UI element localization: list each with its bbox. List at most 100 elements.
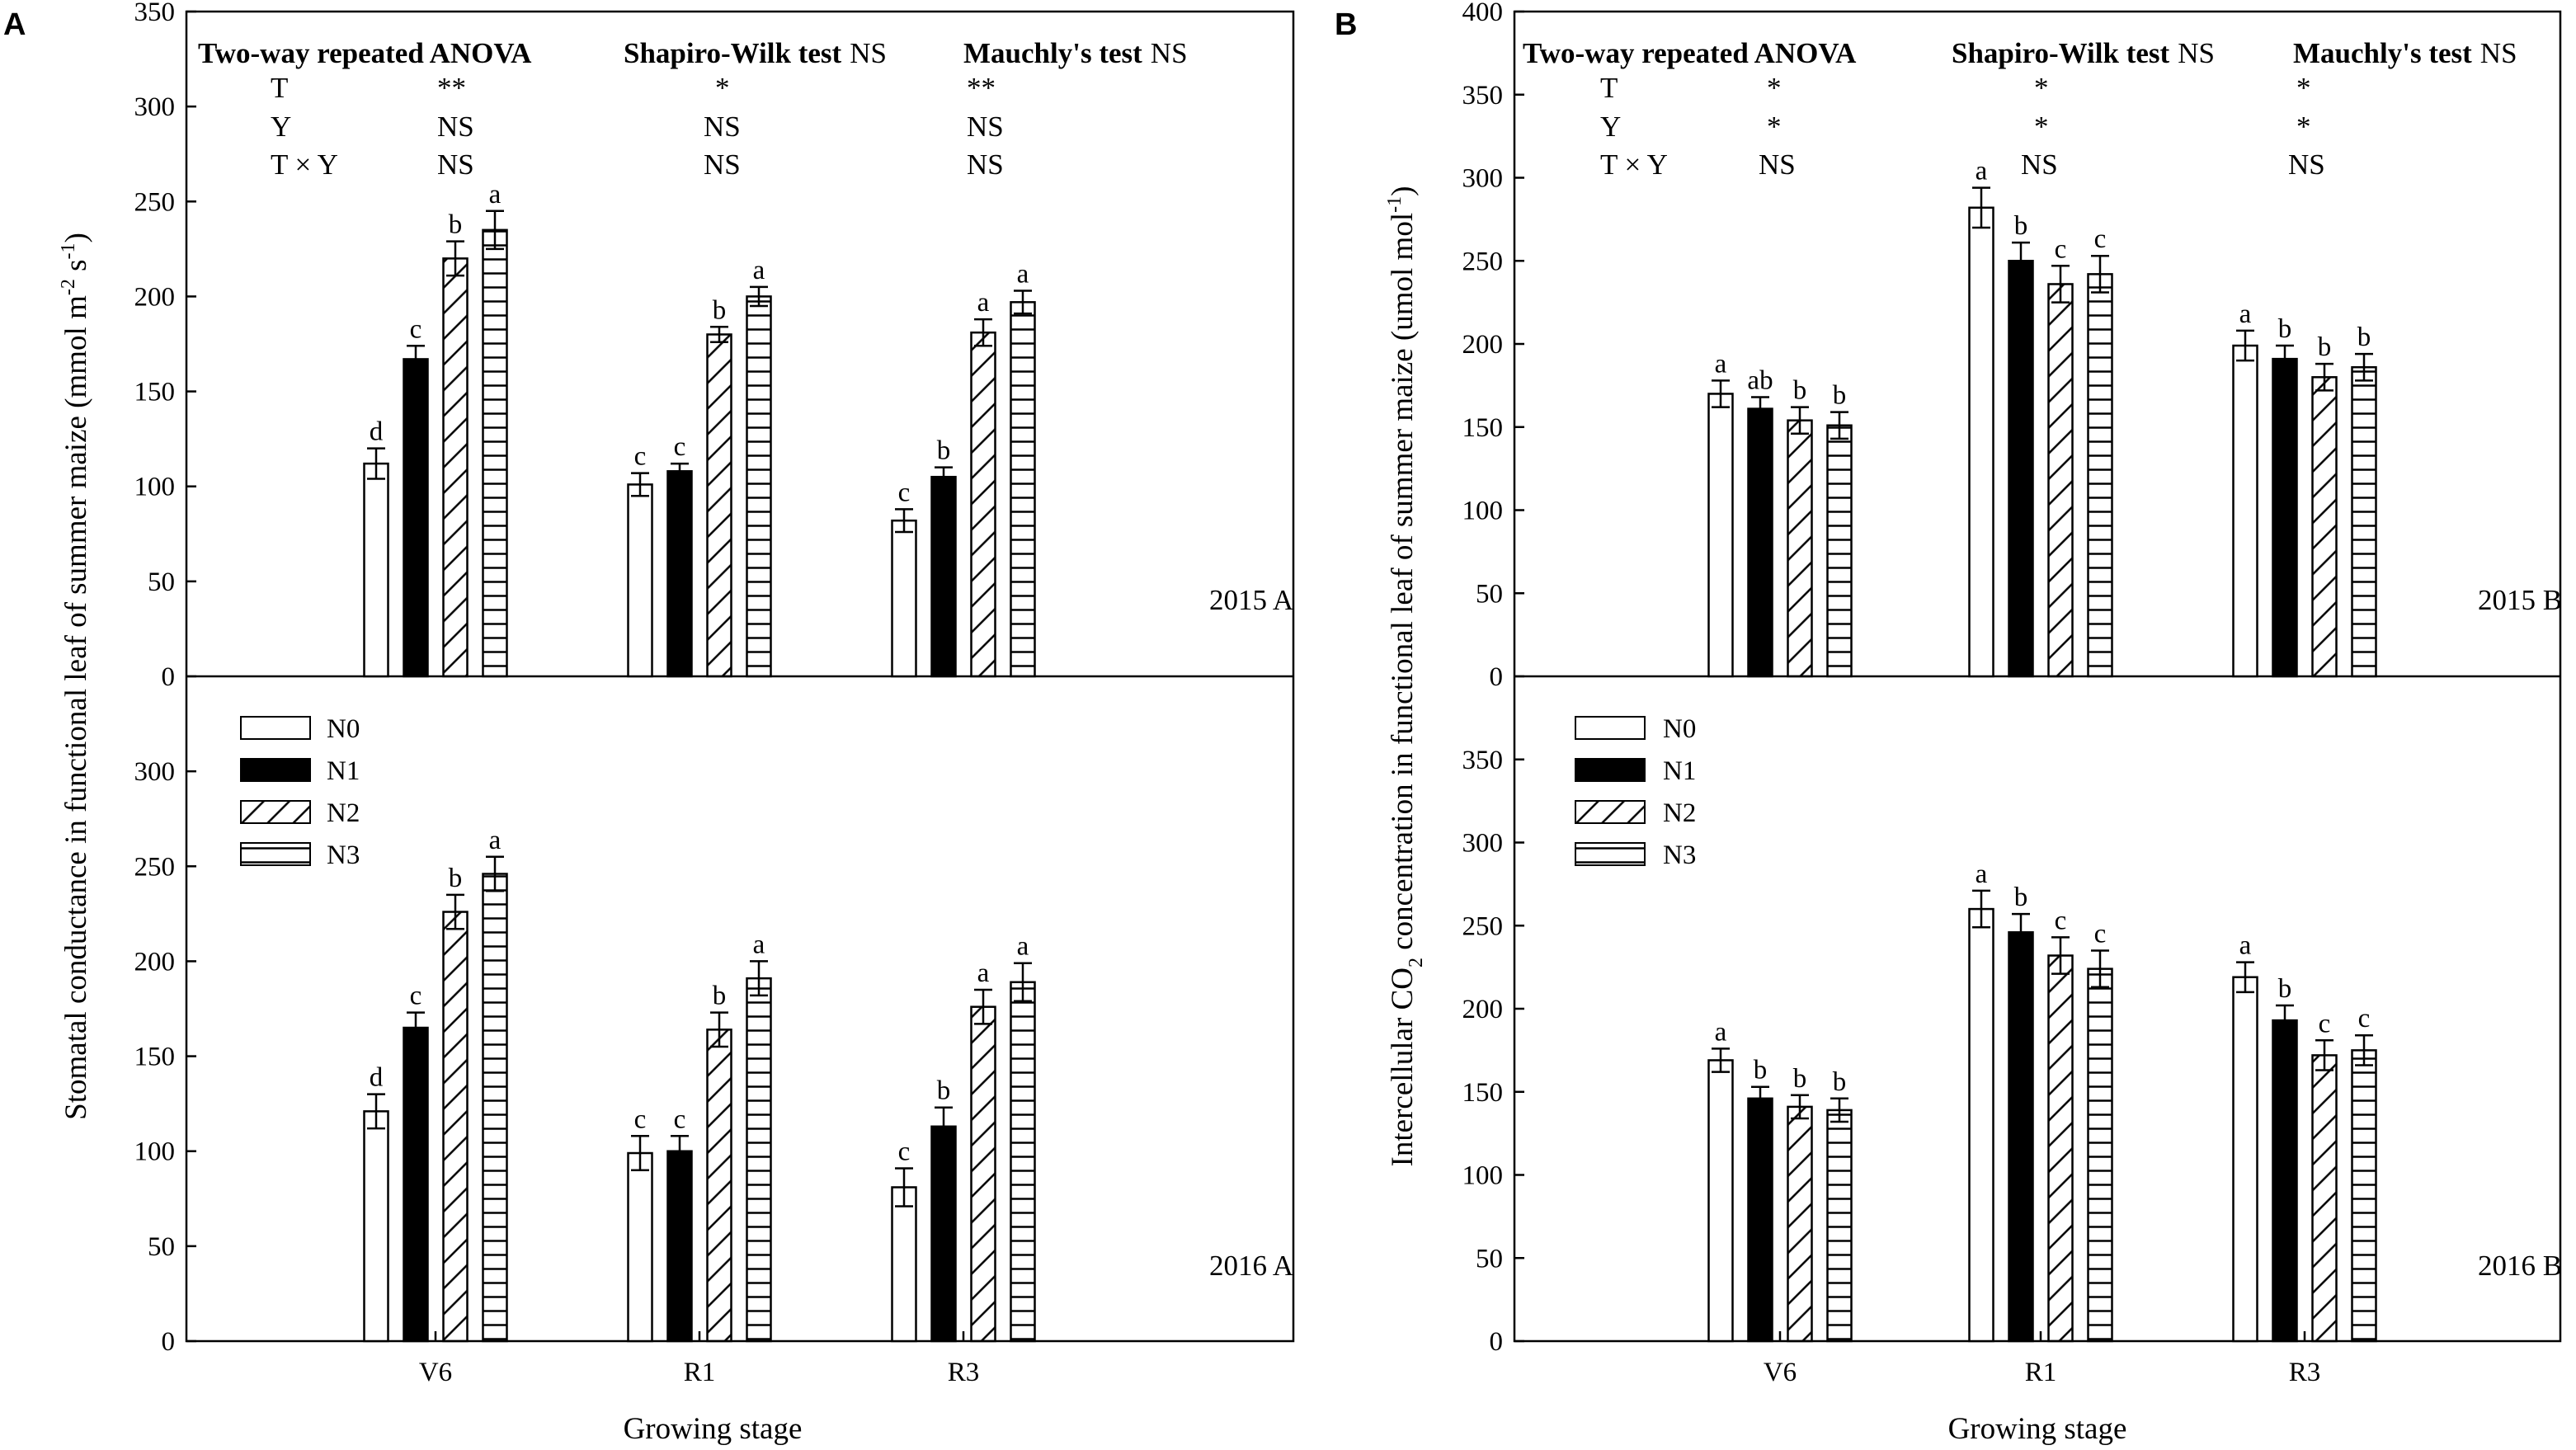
- significance-letter: c: [2055, 234, 2067, 264]
- bar-n3-r3: [1010, 981, 1036, 1343]
- legend-label-n0: N0: [1663, 714, 1696, 744]
- y-tick-label: 50: [1476, 579, 1503, 609]
- significance-letter: b: [937, 436, 951, 466]
- bar-n3-r1: [2087, 273, 2113, 678]
- year-label-2015-a: 2015 A: [1209, 584, 1294, 616]
- legend-swatch-n0: [1575, 716, 1646, 740]
- x-tick-label-r3: R3: [2289, 1358, 2321, 1387]
- y-tick-label: 250: [1462, 911, 1504, 941]
- year-label-2016-b: 2016 B: [2478, 1250, 2562, 1282]
- bar-n0-r1: [627, 1151, 653, 1343]
- legend-a: N0 N1 N2 N3: [240, 714, 360, 870]
- bar-n2-r1: [2047, 954, 2074, 1343]
- significance-letter: a: [2239, 931, 2252, 961]
- y-tick-label: 150: [134, 378, 176, 407]
- significance-letter: c: [898, 1137, 911, 1166]
- panel-a-axis: 0 50 100 150 200 250 300 350 0 50 100 150 200 250 300 V…: [134, 0, 980, 1387]
- legend-label-n3: N3: [327, 840, 360, 870]
- significance-letter: d: [370, 417, 384, 447]
- significance-letter: d: [370, 1063, 384, 1093]
- y-tick-label: 250: [134, 852, 176, 882]
- significance-letter: b: [2318, 332, 2332, 362]
- bar-n2-r3: [2311, 1054, 2338, 1343]
- legend-b: N0 N1 N2 N3: [1575, 714, 1696, 870]
- bar-n0-r3: [891, 519, 917, 678]
- x-axis-title-a: Growing stage: [624, 1412, 803, 1446]
- y-tick-label: 250: [1462, 247, 1504, 276]
- stats-term: T: [1600, 72, 1618, 104]
- significance-letter: b: [1754, 1056, 1768, 1085]
- bar-n3-r3: [1010, 301, 1036, 678]
- stats-anova-header: Two-way repeated ANOVA: [1523, 37, 1857, 69]
- stats-anova-value: NS: [437, 148, 474, 181]
- stats-mauchly-value: NS: [2288, 148, 2325, 181]
- stats-term: T: [271, 72, 288, 104]
- year-label-2015-b: 2015 B: [2478, 584, 2562, 616]
- bar-n3-v6: [482, 228, 508, 678]
- y-axis-title-b: Intercellular CO2 concentration in funct…: [1384, 186, 1427, 1167]
- significance-letter: a: [1715, 349, 1727, 379]
- significance-letter: c: [2094, 224, 2107, 254]
- stats-shapiro-value: NS: [704, 148, 741, 181]
- y-tick-label: 100: [1462, 1161, 1504, 1191]
- legend-label-n2: N2: [1663, 798, 1696, 828]
- significance-letter: a: [1017, 932, 1029, 962]
- stats-shapiro-value: NS: [704, 111, 741, 143]
- significance-letter: b: [1793, 376, 1807, 406]
- y-tick-label: 50: [148, 1232, 175, 1262]
- significance-letter: b: [2278, 314, 2292, 344]
- significance-letter: c: [674, 1104, 686, 1134]
- x-tick-label-v6: V6: [1764, 1358, 1797, 1387]
- significance-letter: c: [898, 478, 911, 507]
- bar-n0-r1: [1968, 206, 1994, 678]
- y-tick-label: 50: [1476, 1244, 1503, 1273]
- bar-n0-r1: [627, 483, 653, 678]
- y-axis-title-a: Stomatal conductance in functional leaf …: [58, 233, 93, 1120]
- significance-letter: c: [674, 432, 686, 462]
- bar-n0-r3: [891, 1186, 917, 1343]
- x-axis-title-b: Growing stage: [1948, 1412, 2127, 1446]
- x-tick-label-v6: V6: [419, 1358, 452, 1387]
- bar-n1-r3: [930, 475, 957, 678]
- bar-n3-v6: [482, 873, 508, 1343]
- significance-letter: b: [1793, 1064, 1807, 1094]
- y-tick-label: 200: [134, 947, 176, 977]
- y-tick-label: 100: [134, 1137, 176, 1167]
- bar-n3-r3: [2351, 365, 2377, 678]
- bar-n3-r1: [746, 977, 772, 1343]
- year-label-2016-a: 2016 A: [1209, 1250, 1294, 1282]
- bar-n3-v6: [1826, 424, 1853, 678]
- bar-n1-r3: [930, 1125, 957, 1343]
- y-tick-label: 200: [1462, 995, 1504, 1024]
- y-tick-label: 350: [1462, 746, 1504, 775]
- bar-n2-r3: [970, 1005, 996, 1343]
- panel-b-axis: 0 50 100 150 200 250 300 350 400 0 50 100 150 200 250 3…: [1462, 0, 2321, 1387]
- stats-shapiro-value: NS: [2021, 148, 2058, 181]
- y-tick-label: 150: [1462, 1078, 1504, 1108]
- stats-shapiro-value: *: [2034, 111, 2049, 143]
- significance-letter: b: [937, 1076, 951, 1106]
- stats-anova-value: NS: [1759, 148, 1796, 181]
- legend-swatch-n3: [240, 842, 311, 866]
- legend-swatch-n2: [1575, 800, 1646, 824]
- bar-n1-v6: [403, 358, 429, 678]
- significance-letter: c: [410, 982, 422, 1011]
- legend-swatch-n1: [1575, 758, 1646, 782]
- bar-n3-r1: [2087, 967, 2113, 1343]
- stats-term: Y: [1600, 111, 1621, 143]
- stats-anova-value: *: [1767, 72, 1782, 104]
- stats-term: T × Y: [1600, 148, 1668, 181]
- bar-n0-v6: [1707, 393, 1734, 678]
- bar-n1-v6: [403, 1026, 429, 1343]
- bar-n2-r1: [706, 333, 732, 678]
- significance-letter: a: [489, 180, 502, 209]
- stats-mauchly-value: NS: [967, 148, 1004, 181]
- bar-n0-r3: [2232, 344, 2258, 678]
- bar-n1-r1: [666, 470, 693, 678]
- stats-table-a: Two-way repeated ANOVA Shapiro-Wilk test…: [198, 37, 1188, 181]
- significance-letter: c: [634, 442, 647, 472]
- stats-mauchly-value: *: [2296, 111, 2311, 143]
- bar-n2-r3: [2311, 376, 2338, 678]
